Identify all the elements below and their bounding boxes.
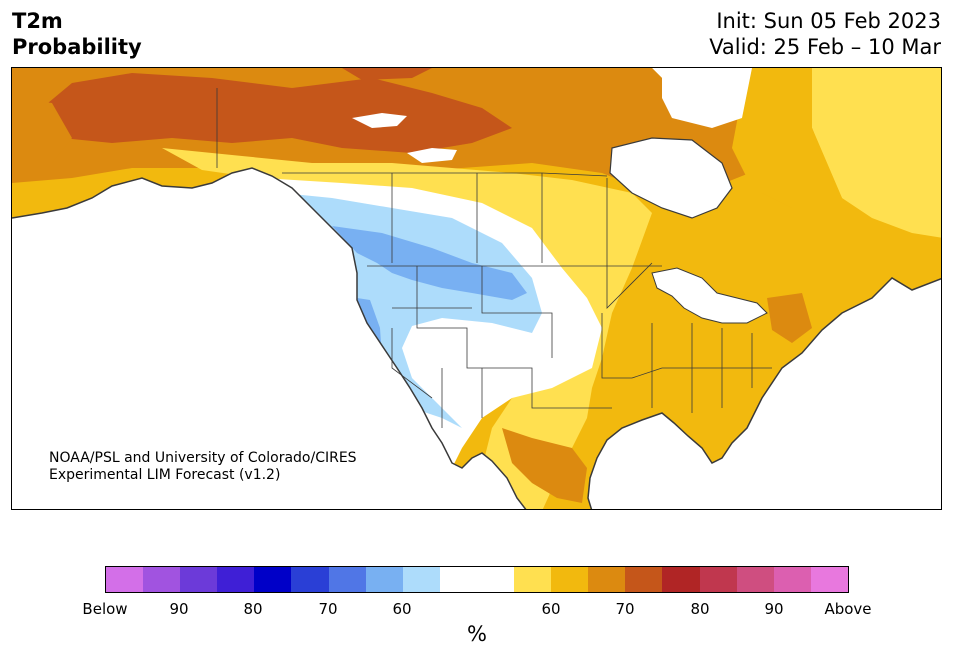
colorbar-segment [514, 567, 552, 592]
colorbar-label-below-80: 80 [243, 600, 263, 618]
colorbar-segment [625, 567, 663, 592]
field-p65-above-quebec [732, 68, 842, 208]
credit-line-2: Experimental LIM Forecast (v1.2) [49, 467, 281, 483]
field-p70-above-texas [502, 428, 587, 503]
colorbar-segment [402, 567, 440, 592]
field-p75-above-north [342, 68, 432, 80]
colorbar [105, 566, 849, 593]
measure-label: Probability [12, 35, 142, 59]
field-p60-above-northeast [802, 68, 941, 238]
colorbar-label-above-90: 90 [764, 600, 784, 618]
arctic-island-1 [352, 113, 407, 128]
great-lakes [651, 267, 768, 324]
colorbar-segment [328, 567, 366, 592]
date-info: Init: Sun 05 Feb 2023 Valid: 25 Feb – 10… [709, 8, 941, 60]
colorbar-segment [365, 567, 403, 592]
init-date: Init: Sun 05 Feb 2023 [716, 9, 941, 33]
colorbar-segment [254, 567, 292, 592]
colorbar-segment [180, 567, 218, 592]
colorbar-label-below-60: 60 [392, 600, 412, 618]
colorbar-segment [551, 567, 589, 592]
colorbar-label-above-80: 80 [690, 600, 710, 618]
colorbar-segment [736, 567, 774, 592]
field-p75-above [42, 73, 512, 153]
colorbar-segment [588, 567, 626, 592]
colorbar-label-above-70: 70 [615, 600, 635, 618]
colorbar-label-below-90: 90 [169, 600, 189, 618]
water-bodies [352, 68, 768, 324]
variable-label: T2m [12, 9, 63, 33]
colorbar-segment [662, 567, 700, 592]
coastline [12, 167, 941, 509]
colorbar-segment [810, 567, 848, 592]
map-svg [12, 68, 941, 509]
colorbar-segment [217, 567, 255, 592]
colorbar-segment [143, 567, 181, 592]
hudson-bay [609, 137, 733, 219]
ocean-north-east [662, 68, 752, 128]
colorbar-segment [439, 567, 477, 592]
colorbar-segment [699, 567, 737, 592]
field-p65-below [332, 226, 527, 300]
colorbar-segment [773, 567, 811, 592]
colorbar-label-below: Below [82, 600, 128, 618]
political-boundaries [216, 88, 772, 428]
colorbar-label-above: Above [824, 600, 872, 618]
field-p70-above-east [767, 293, 812, 343]
credit-line-1: NOAA/PSL and University of Colorado/CIRE… [49, 450, 357, 466]
field-p70-above-northwest [12, 98, 72, 168]
arctic-island-2 [407, 148, 457, 163]
plot-title: T2m Probability [12, 8, 142, 60]
colorbar-label-above-60: 60 [541, 600, 561, 618]
colorbar-segment [476, 567, 515, 592]
colorbar-label-below-70: 70 [318, 600, 338, 618]
colorbar-segment [106, 567, 144, 592]
credit-text: NOAA/PSL and University of Colorado/CIRE… [49, 450, 357, 484]
colorbar-unit: % [467, 622, 487, 646]
probability-fields [12, 68, 941, 509]
valid-range: Valid: 25 Feb – 10 Mar [709, 35, 941, 59]
forecast-map [11, 67, 942, 510]
colorbar-segment [291, 567, 329, 592]
